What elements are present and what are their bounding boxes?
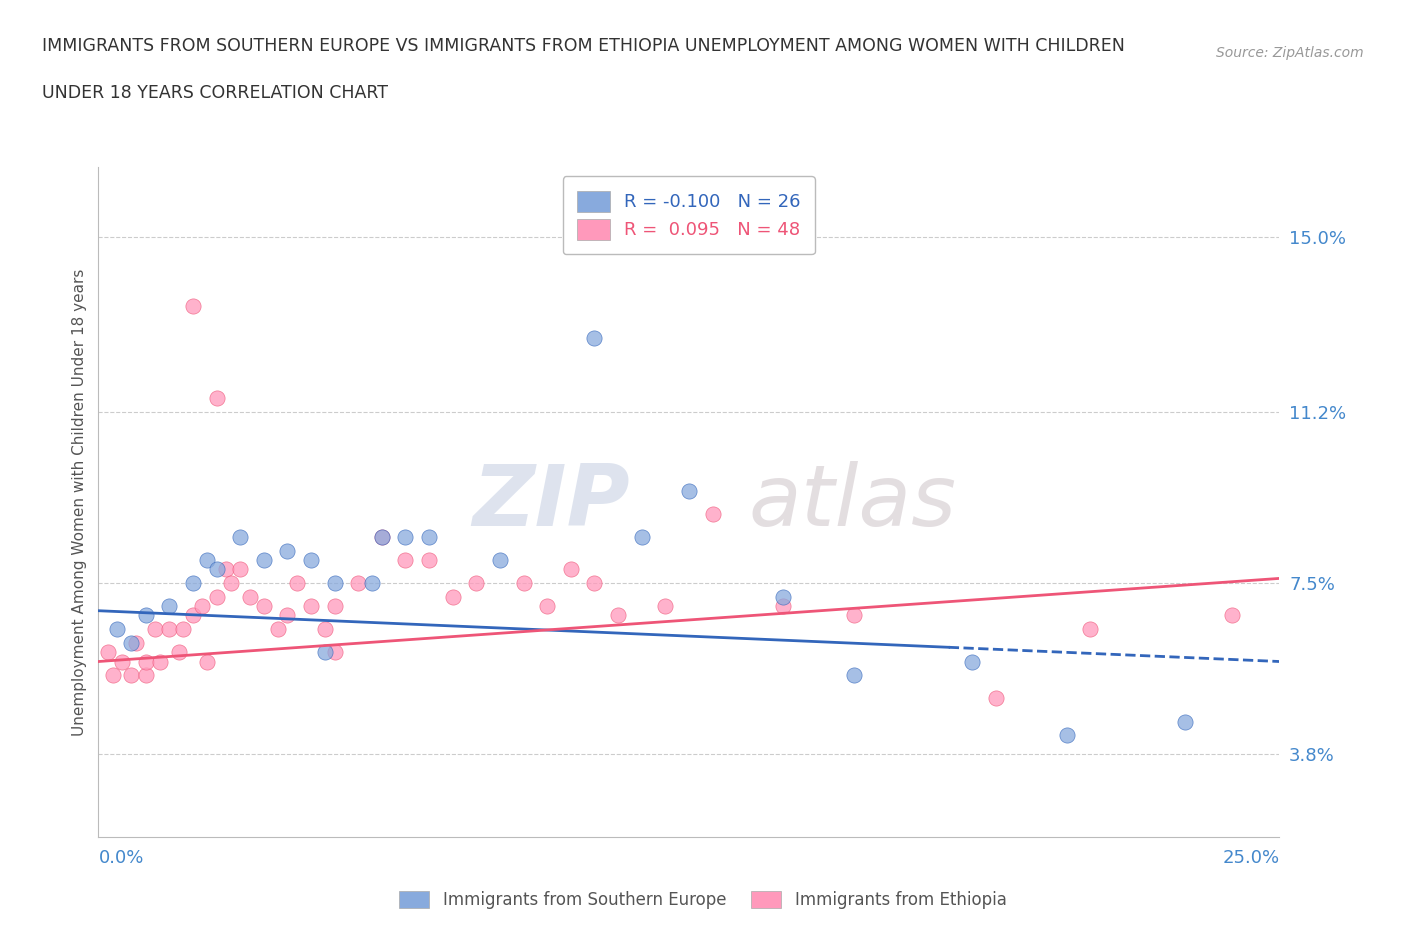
Point	[607, 608, 630, 623]
Point	[394, 552, 416, 567]
Point	[157, 599, 180, 614]
Point	[215, 562, 238, 577]
Point	[654, 599, 676, 614]
Point	[205, 391, 228, 405]
Text: ZIP: ZIP	[472, 460, 630, 544]
Point	[167, 644, 190, 659]
Point	[536, 599, 558, 614]
Point	[267, 622, 290, 637]
Point	[1220, 608, 1243, 623]
Text: 25.0%: 25.0%	[1222, 848, 1279, 867]
Legend: Immigrants from Southern Europe, Immigrants from Ethiopia: Immigrants from Southern Europe, Immigra…	[391, 883, 1015, 917]
Point	[702, 506, 724, 521]
Point	[984, 691, 1007, 706]
Point	[583, 576, 606, 591]
Point	[418, 552, 440, 567]
Point	[205, 562, 228, 577]
Point	[229, 529, 252, 544]
Point	[276, 543, 298, 558]
Point	[101, 668, 124, 683]
Point	[772, 599, 794, 614]
Point	[195, 654, 218, 669]
Point	[583, 331, 606, 346]
Point	[1056, 728, 1078, 743]
Point	[314, 644, 336, 659]
Point	[143, 622, 166, 637]
Point	[121, 668, 143, 683]
Point	[678, 484, 700, 498]
Point	[205, 590, 228, 604]
Point	[276, 608, 298, 623]
Point	[299, 552, 322, 567]
Point	[97, 644, 120, 659]
Point	[314, 622, 336, 637]
Point	[229, 562, 252, 577]
Point	[253, 599, 276, 614]
Point	[371, 529, 394, 544]
Point	[157, 622, 180, 637]
Point	[172, 622, 194, 637]
Text: IMMIGRANTS FROM SOUTHERN EUROPE VS IMMIGRANTS FROM ETHIOPIA UNEMPLOYMENT AMONG W: IMMIGRANTS FROM SOUTHERN EUROPE VS IMMIG…	[42, 37, 1125, 55]
Point	[125, 635, 148, 650]
Point	[239, 590, 262, 604]
Text: UNDER 18 YEARS CORRELATION CHART: UNDER 18 YEARS CORRELATION CHART	[42, 84, 388, 101]
Point	[181, 576, 204, 591]
Text: atlas: atlas	[748, 460, 956, 544]
Point	[219, 576, 242, 591]
Point	[1174, 714, 1197, 729]
Point	[299, 599, 322, 614]
Point	[181, 608, 204, 623]
Legend: R = -0.100   N = 26, R =  0.095   N = 48: R = -0.100 N = 26, R = 0.095 N = 48	[562, 177, 815, 254]
Point	[105, 622, 128, 637]
Point	[630, 529, 652, 544]
Point	[844, 608, 866, 623]
Point	[135, 668, 157, 683]
Text: Source: ZipAtlas.com: Source: ZipAtlas.com	[1216, 46, 1364, 60]
Y-axis label: Unemployment Among Women with Children Under 18 years: Unemployment Among Women with Children U…	[72, 269, 87, 736]
Point	[195, 552, 218, 567]
Point	[844, 668, 866, 683]
Point	[121, 635, 143, 650]
Text: 0.0%: 0.0%	[98, 848, 143, 867]
Point	[323, 644, 346, 659]
Point	[361, 576, 384, 591]
Point	[253, 552, 276, 567]
Point	[347, 576, 370, 591]
Point	[323, 599, 346, 614]
Point	[111, 654, 134, 669]
Point	[418, 529, 440, 544]
Point	[371, 529, 394, 544]
Point	[512, 576, 534, 591]
Point	[323, 576, 346, 591]
Point	[962, 654, 984, 669]
Point	[465, 576, 488, 591]
Point	[489, 552, 512, 567]
Point	[394, 529, 416, 544]
Point	[1080, 622, 1102, 637]
Point	[149, 654, 172, 669]
Point	[135, 608, 157, 623]
Point	[181, 299, 204, 313]
Point	[191, 599, 214, 614]
Point	[560, 562, 582, 577]
Point	[135, 654, 157, 669]
Point	[285, 576, 308, 591]
Point	[441, 590, 464, 604]
Point	[772, 590, 794, 604]
